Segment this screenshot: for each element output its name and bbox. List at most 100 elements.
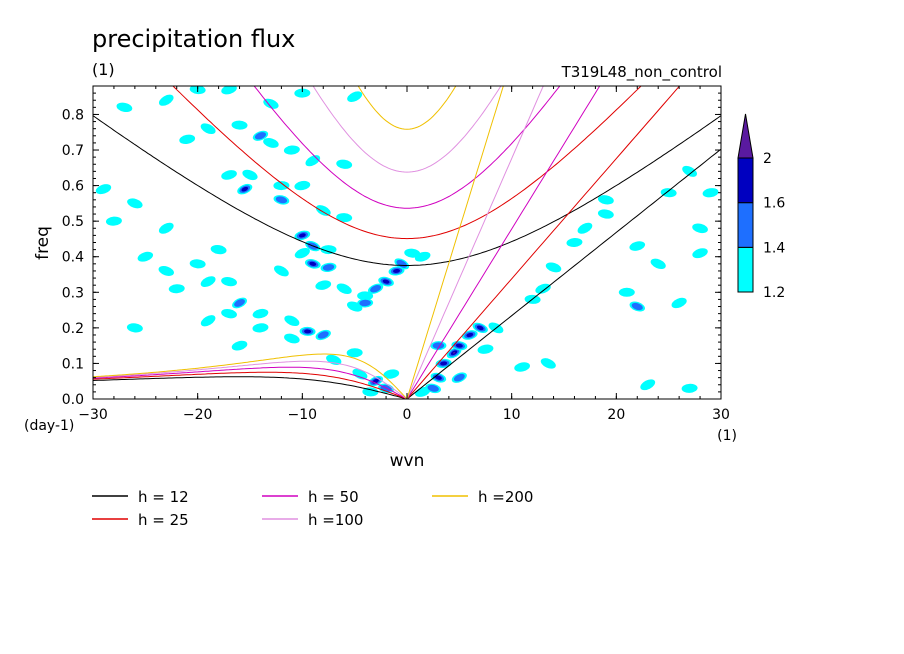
contour-blob <box>382 279 390 284</box>
dispersion-curve <box>93 376 408 399</box>
contour-blob <box>346 348 363 358</box>
contour-blob <box>116 102 133 113</box>
contour-blob <box>200 123 216 135</box>
contour-blob <box>434 375 442 380</box>
contour-blob <box>168 284 185 294</box>
colorbar: 1.2 1.4 1.6 2 <box>737 113 785 301</box>
contour-blob <box>455 343 463 348</box>
contour-blob <box>315 280 332 290</box>
y-axis: 0.0 0.1 0.2 0.3 0.4 0.5 0.6 0.7 0.8 <box>62 92 721 408</box>
contour-blob <box>540 358 556 369</box>
legend-label: h = 25 <box>138 511 189 529</box>
contour-blob <box>427 384 439 392</box>
contour-blob <box>347 91 363 102</box>
contour-blob <box>477 344 494 354</box>
y-tick-label: 0.2 <box>62 321 84 337</box>
contour-blob <box>274 265 289 277</box>
contour-blob <box>294 88 311 98</box>
contour-blob <box>294 180 311 191</box>
y-tick-label: 0.7 <box>62 143 84 159</box>
x-axis-unit: (1) <box>717 428 737 444</box>
contour-blob <box>359 299 371 307</box>
contour-blob <box>234 299 245 307</box>
contour-blob <box>393 268 401 273</box>
y-axis-unit: (day-1) <box>24 418 74 434</box>
x-tick-label: −30 <box>78 407 108 423</box>
y-tick-label: 0.3 <box>62 285 84 301</box>
colorbar-label: 2 <box>763 151 772 167</box>
contour-blob <box>336 283 352 294</box>
y-tick-label: 0.0 <box>62 392 84 408</box>
chart-subtitle: (1) <box>92 60 115 79</box>
contour-blob <box>514 362 530 372</box>
contour-blob <box>283 145 300 155</box>
contour-blob <box>221 276 237 287</box>
run-label: T319L48_non_control <box>561 63 722 82</box>
contour-blob <box>200 276 216 288</box>
dispersion-curve <box>406 86 601 399</box>
contour-blob <box>545 262 562 273</box>
legend-label: h =200 <box>478 488 533 506</box>
y-tick-label: 0.4 <box>62 250 84 266</box>
y-tick-label: 0.5 <box>62 214 84 230</box>
contour-blob <box>362 387 379 397</box>
contour-blob <box>252 308 269 319</box>
dispersion-curve <box>406 86 544 399</box>
contour-blob <box>284 333 300 344</box>
x-tick-label: 30 <box>712 407 730 423</box>
contour-blob <box>440 361 448 366</box>
x-tick-label: 0 <box>403 407 412 423</box>
contour-blob <box>383 369 400 379</box>
chart-title: precipitation flux <box>92 25 295 53</box>
contour-blob <box>404 248 421 258</box>
contour-blob <box>294 247 310 259</box>
dispersion-curve <box>357 86 457 130</box>
contour-blob <box>179 134 196 145</box>
legend-label: h = 12 <box>138 488 189 506</box>
contour-blob <box>322 264 335 271</box>
contour-blob <box>275 196 288 204</box>
dispersion-curve <box>93 115 721 266</box>
y-tick-label: 0.8 <box>62 107 84 123</box>
dispersion-curve <box>172 86 642 240</box>
contour-blob <box>263 138 279 148</box>
contour-blob <box>284 315 300 327</box>
contour-blob <box>241 186 249 192</box>
contour-blob <box>618 287 635 297</box>
contour-blob <box>681 383 698 393</box>
y-tick-label: 0.1 <box>62 356 84 372</box>
contour-blob <box>336 159 353 169</box>
contour-blob <box>414 251 431 262</box>
contour-blob <box>95 184 112 195</box>
dispersion-curves <box>93 86 721 399</box>
colorbar-swatch <box>737 246 754 293</box>
contour-blob <box>231 340 248 351</box>
contour-blob <box>535 283 551 294</box>
contour-blob <box>466 332 474 338</box>
contour-blob <box>231 120 248 130</box>
contour-blob <box>682 165 697 177</box>
contour-blob <box>577 222 593 234</box>
x-tick-label: −20 <box>183 407 213 423</box>
contour-blob <box>629 241 646 251</box>
x-tick-label: −10 <box>288 407 318 423</box>
contour-blob <box>315 205 331 216</box>
contour-blob <box>640 379 656 391</box>
y-tick-label: 0.6 <box>62 179 84 195</box>
contour-blob <box>320 245 337 255</box>
contour-blob <box>221 170 237 180</box>
colorbar-label: 1.2 <box>763 285 785 301</box>
contour-blob <box>692 223 708 234</box>
legend-label: h = 50 <box>308 488 359 506</box>
contour-blob <box>631 302 643 311</box>
dispersion-curve <box>93 371 408 399</box>
dispersion-curve <box>253 86 561 209</box>
dispersion-curve <box>406 86 681 399</box>
contour-blob <box>597 195 614 205</box>
contour-blob <box>242 169 258 181</box>
legend: h = 12 h = 25 h = 50 h =100 h =200 <box>92 488 533 529</box>
contour-blob <box>158 222 174 234</box>
contour-blob <box>309 261 317 266</box>
contour-blob <box>336 213 353 223</box>
